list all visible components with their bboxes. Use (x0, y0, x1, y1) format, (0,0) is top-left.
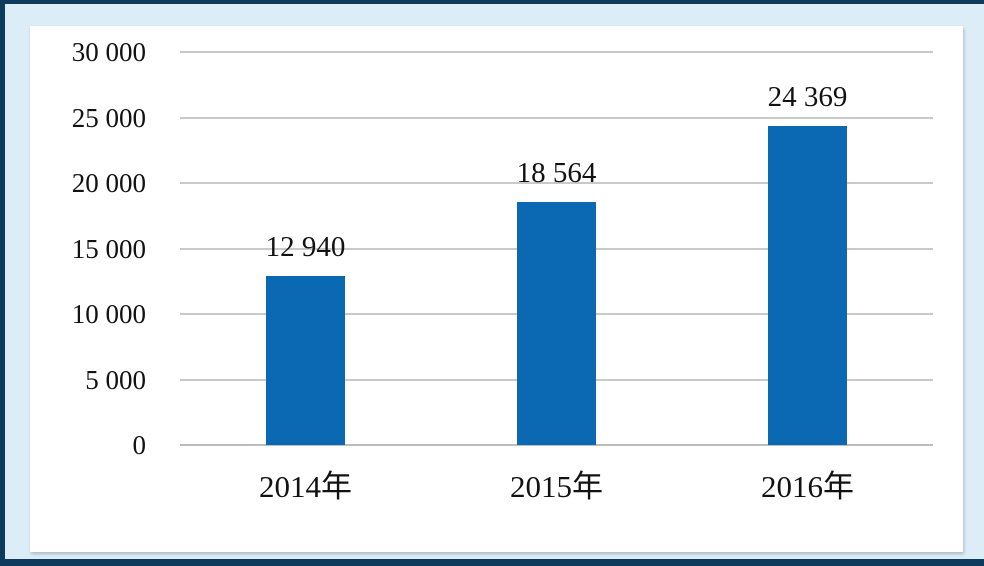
bar-value-label-2014: 12 940 (265, 230, 346, 263)
x-tick-label-2016: 2016年 (761, 469, 854, 504)
gridline-25000 (180, 116, 933, 119)
bar-2014 (266, 275, 345, 445)
y-tick-label-30000: 30 000 (71, 37, 146, 67)
y-tick-label-25000: 25 000 (71, 102, 146, 133)
y-tick-label-15000: 15 000 (71, 233, 146, 264)
bar-2016 (768, 125, 847, 445)
bar-value-label-2015: 18 564 (516, 156, 597, 189)
y-tick-label-5000: 5 000 (85, 364, 146, 395)
x-axis-line (180, 444, 933, 446)
x-tick-label-2015: 2015年 (510, 469, 603, 504)
x-tick-label-2014: 2014年 (259, 469, 352, 504)
bar-value-label-2016: 24 369 (767, 80, 848, 113)
y-tick-label-20000: 20 000 (71, 168, 146, 198)
plot-area: 12 940 18 564 24 369 (180, 51, 933, 446)
y-tick-label-0: 0 (132, 430, 147, 460)
y-tick-label-10000: 10 000 (71, 299, 146, 329)
bar-2015 (517, 201, 596, 445)
gridline-30000 (180, 51, 933, 53)
gridline-20000 (180, 182, 933, 184)
